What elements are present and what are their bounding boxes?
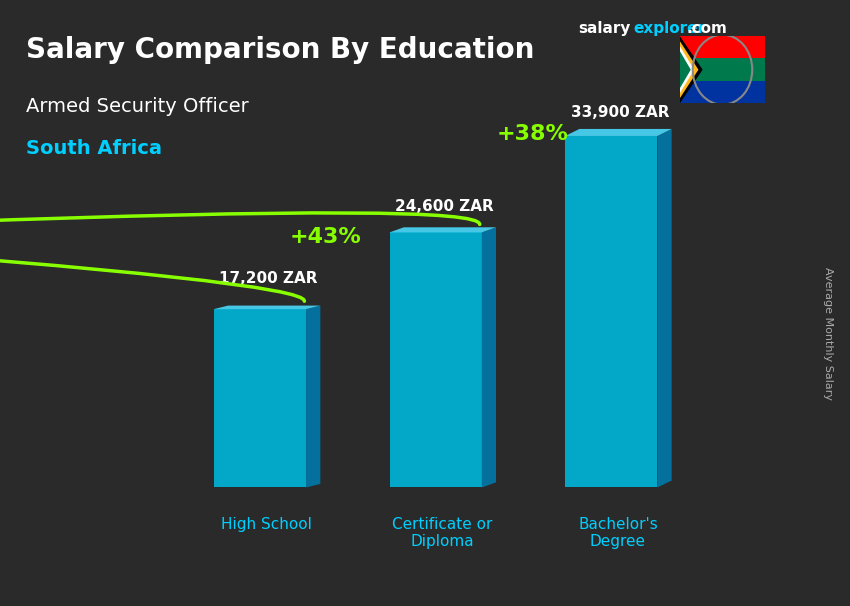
- Polygon shape: [680, 41, 699, 98]
- Polygon shape: [657, 129, 672, 487]
- Text: Average Monthly Salary: Average Monthly Salary: [823, 267, 833, 400]
- Polygon shape: [306, 305, 320, 487]
- Text: 24,600 ZAR: 24,600 ZAR: [395, 199, 494, 214]
- Text: 17,200 ZAR: 17,200 ZAR: [219, 271, 318, 286]
- Text: Armed Security Officer: Armed Security Officer: [26, 97, 248, 116]
- Text: salary: salary: [578, 21, 631, 36]
- Polygon shape: [389, 227, 496, 233]
- Text: Salary Comparison By Education: Salary Comparison By Education: [26, 36, 534, 64]
- Polygon shape: [482, 227, 496, 487]
- Polygon shape: [214, 309, 306, 487]
- Bar: [680, 58, 765, 81]
- Text: 33,900 ZAR: 33,900 ZAR: [571, 105, 669, 121]
- Text: +43%: +43%: [290, 227, 362, 247]
- Text: explorer: explorer: [633, 21, 706, 36]
- Bar: [680, 70, 765, 103]
- Polygon shape: [565, 129, 672, 136]
- Polygon shape: [680, 36, 703, 103]
- Text: Certificate or
Diploma: Certificate or Diploma: [392, 516, 492, 549]
- Polygon shape: [680, 52, 691, 88]
- Text: South Africa: South Africa: [26, 139, 162, 158]
- Polygon shape: [565, 136, 657, 487]
- Polygon shape: [680, 47, 694, 93]
- Text: High School: High School: [221, 516, 312, 531]
- Text: .com: .com: [687, 21, 728, 36]
- Bar: [680, 36, 765, 70]
- Polygon shape: [214, 305, 320, 309]
- Text: Bachelor's
Degree: Bachelor's Degree: [578, 516, 658, 549]
- Polygon shape: [389, 233, 482, 487]
- Text: +38%: +38%: [496, 124, 568, 144]
